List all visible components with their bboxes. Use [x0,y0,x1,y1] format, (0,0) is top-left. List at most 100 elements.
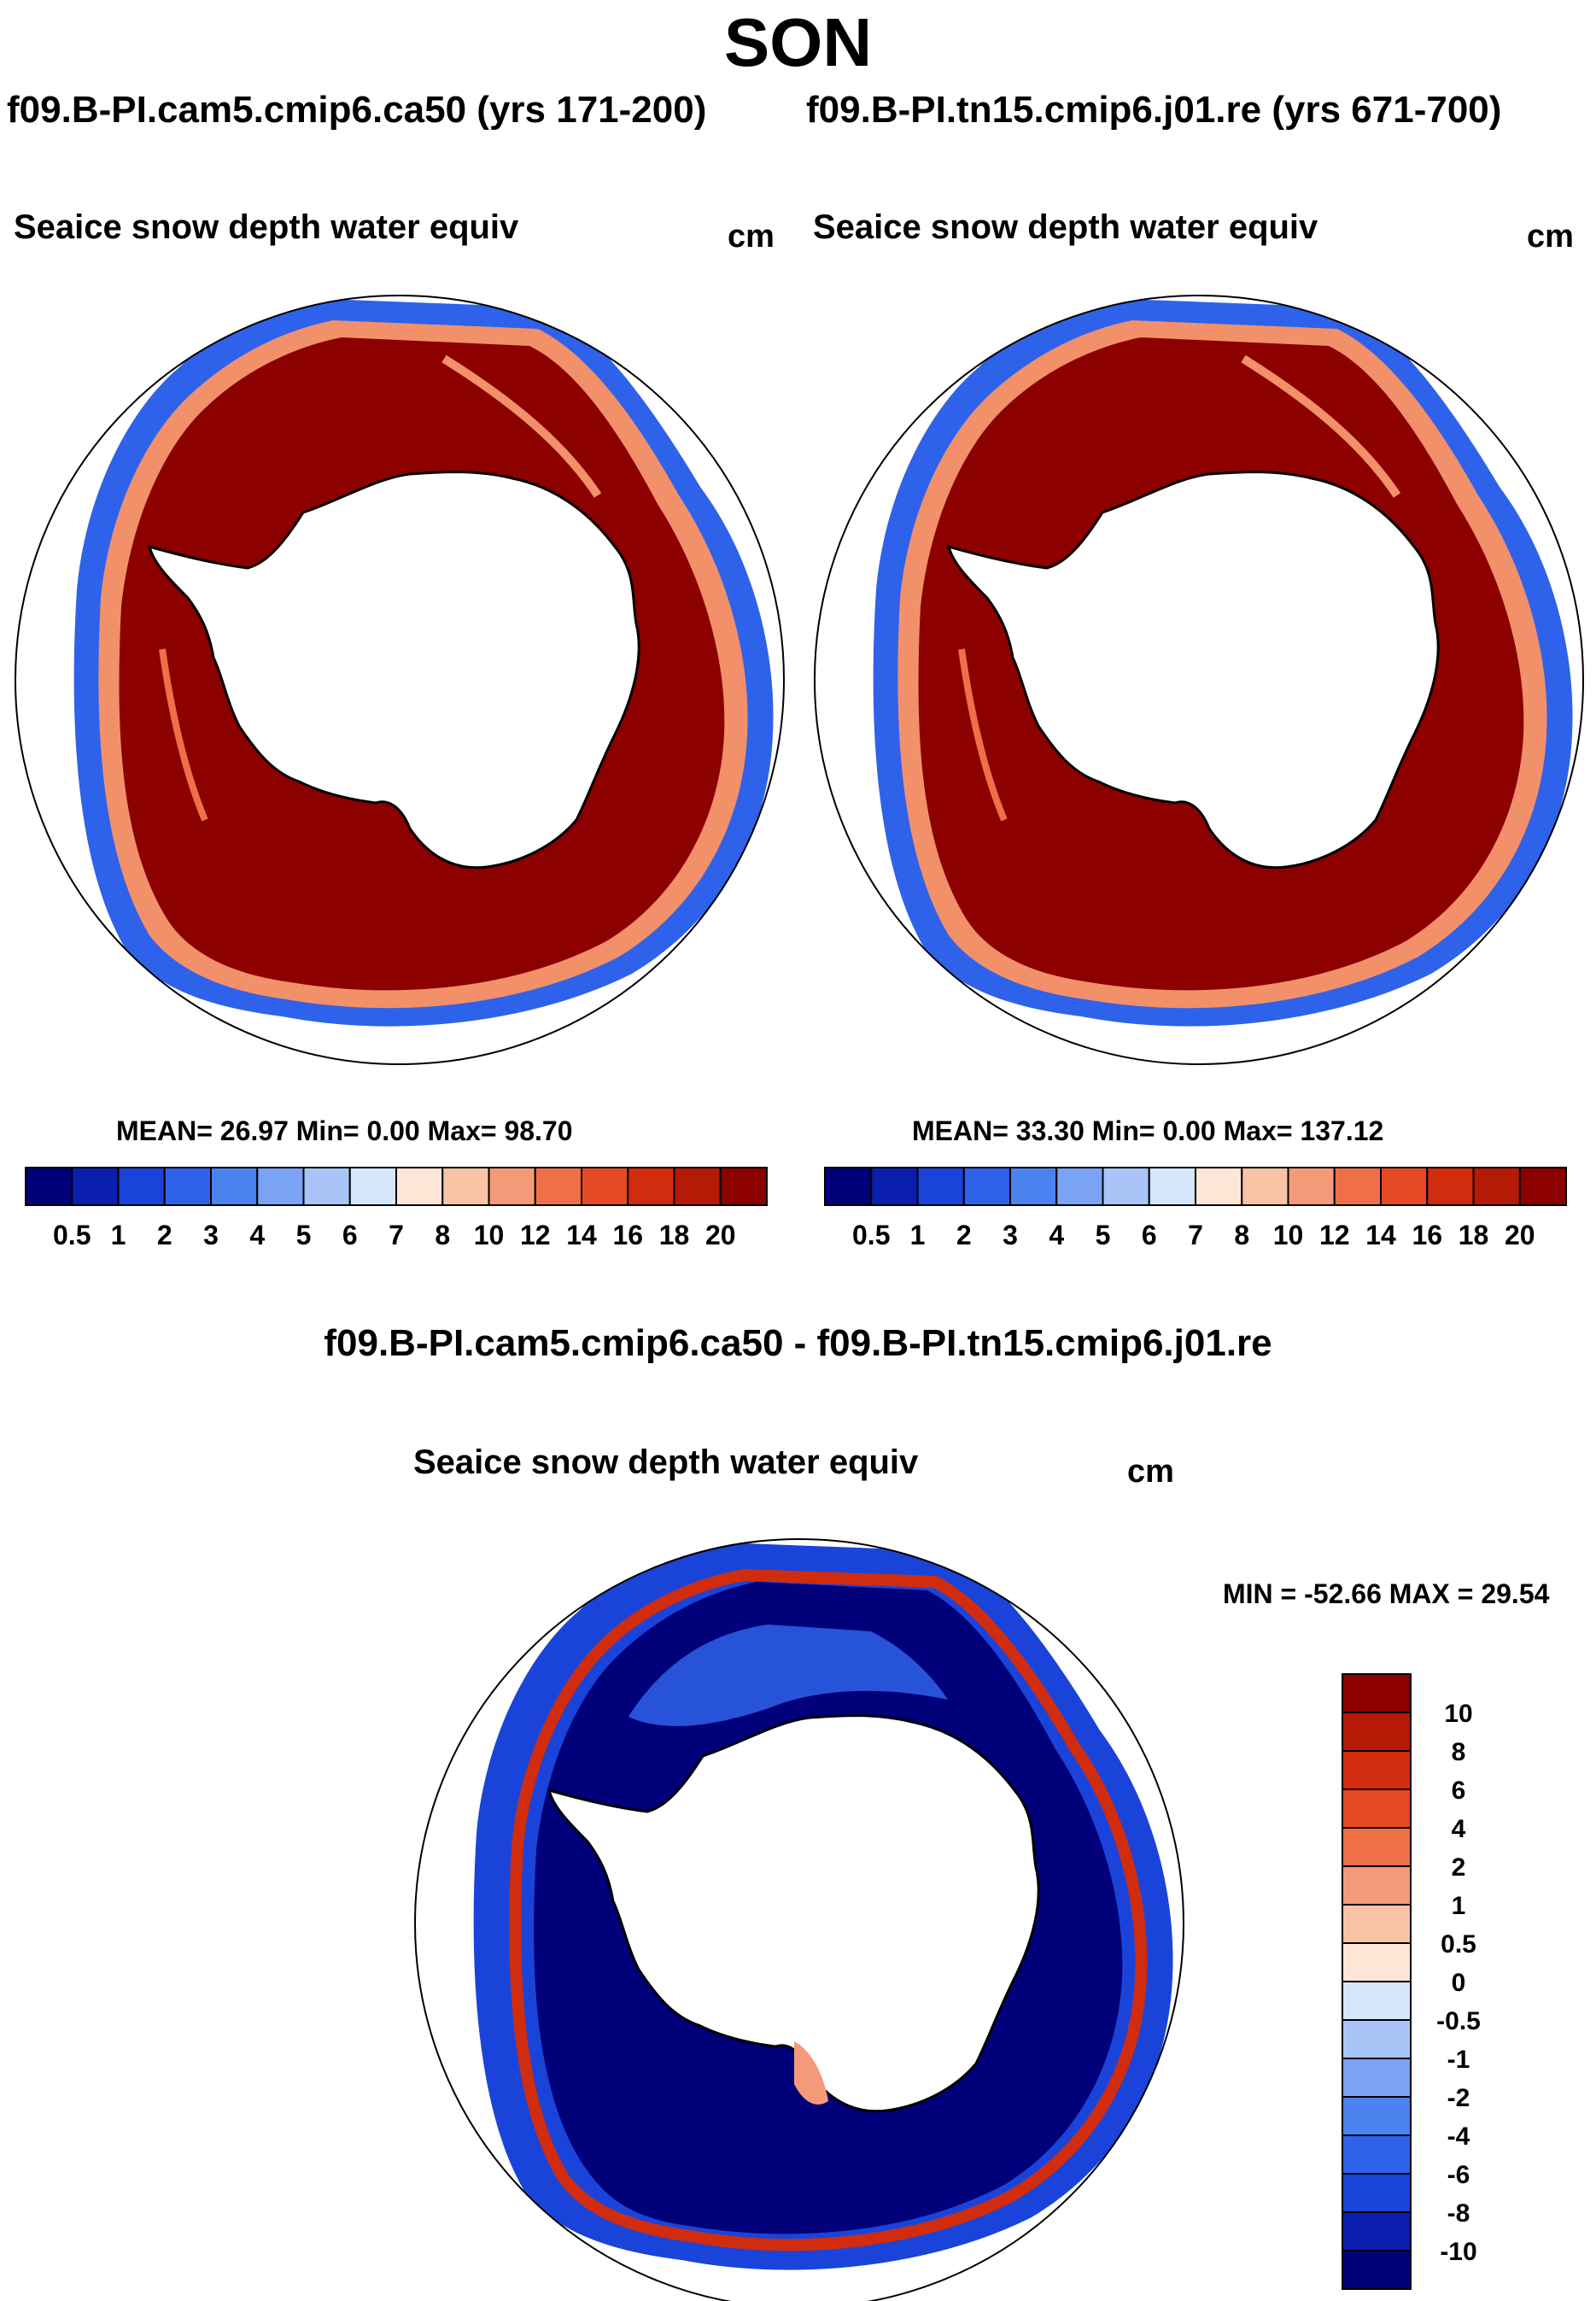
case2-colorbar-swatch [1287,1167,1336,1206]
case2-colorbar-tick-label: 3 [1003,1220,1018,1250]
case1-colorbar-tick-label: 14 [566,1220,597,1250]
case1-colorbar-tick-label: 12 [520,1220,551,1250]
case1-colorbar-tick-label: 1 [111,1220,126,1250]
difference-colorbar-tick-label: 8 [1452,1738,1466,1766]
case1-map-border [15,295,785,1065]
difference-colorbar-tick-label: 1 [1452,1892,1466,1920]
difference-colorbar-tick-label: 6 [1452,1777,1466,1805]
difference-colorbar-swatch [1342,1712,1412,1752]
case2-colorbar-tick-label: 8 [1234,1220,1249,1250]
case2-colorbar-tick-label: 10 [1273,1220,1304,1250]
case2-colorbar-tick-label: 14 [1365,1220,1396,1250]
case2-colorbar-swatch [1518,1167,1567,1206]
case2-colorbar-swatch [1333,1167,1382,1206]
difference-peninsula-patch [794,2041,828,2105]
case1-stats: MEAN= 26.97 Min= 0.00 Max= 98.70 [116,1115,573,1146]
difference-colorbar-swatch [1342,1904,1412,1944]
case2-colorbar-tick-label: 2 [956,1220,972,1250]
case2-colorbar-tick-label: 5 [1096,1220,1111,1250]
difference-ice-red-ring [509,1568,1148,2251]
case2-colorbar-swatch [1055,1167,1104,1206]
case2-colorbar: 0.5 1 2 3 4 5 6 7 8 10 12 14 16 18 20 [824,1167,1567,1250]
difference-colorbar-swatch [1342,2058,1412,2098]
case1-units: cm [728,219,775,255]
case2-colorbar-tick-label: 4 [1049,1220,1064,1250]
case2-colorbar-swatch [1241,1167,1289,1206]
case1-field-name: Seaice snow depth water equiv [14,208,519,246]
difference-colorbar-tick-label: -6 [1447,2161,1470,2189]
case2-units: cm [1527,219,1574,255]
case1-colorbar-swatch [581,1167,629,1206]
case1-colorbar-swatch [395,1167,444,1206]
difference-colorbar-tick-label: 0 [1452,1969,1466,1997]
case2-colorbar-swatch [1195,1167,1243,1206]
difference-colorbar-swatch [1342,1827,1412,1867]
difference-map [415,1539,1184,2301]
difference-colorbar-swatch [1342,1942,1412,1982]
case1-colorbar: 0.5 1 2 3 4 5 6 7 8 10 12 14 16 18 20 [25,1167,768,1250]
case1-colorbar-tick-label: 2 [157,1220,172,1250]
difference-colorbar-tick-label: -8 [1447,2199,1470,2228]
difference-colorbar-swatch [1342,2211,1412,2251]
case2-colorbar-swatch [1426,1167,1475,1206]
case1-colorbar-tick-label: 3 [203,1220,219,1250]
difference-colorbar-tick-label: -2 [1447,2084,1470,2112]
difference-title: f09.B-PI.cam5.cmip6.ca50 - f09.B-PI.tn15… [324,1322,1272,1364]
case1-colorbar-tick-label: 4 [249,1220,265,1250]
case2-colorbar-tick-label: 18 [1459,1220,1489,1250]
case1-colorbar-swatch [71,1167,120,1206]
difference-colorbar-tick-label: -0.5 [1436,2007,1481,2035]
case2-colorbar-swatch [1380,1167,1429,1206]
case2-stats: MEAN= 33.30 Min= 0.00 Max= 137.12 [912,1115,1384,1146]
case2-colorbar-swatch [1148,1167,1196,1206]
difference-colorbar-swatch [1342,2096,1412,2136]
difference-colorbar-swatch [1342,1673,1412,1713]
difference-colorbar-swatch [1342,2019,1412,2059]
case1-map [15,296,784,1064]
case1-colorbar-swatch [163,1167,212,1206]
case1-colorbar-swatch [534,1167,582,1206]
case2-map-border [814,295,1584,1065]
case1-colorbar-swatch [210,1167,259,1206]
difference-colorbar-tick-label: 4 [1452,1815,1466,1843]
case2-colorbar-tick-label: 20 [1505,1220,1535,1250]
case2-colorbar-swatch [962,1167,1011,1206]
difference-colorbar-tick-label: -4 [1447,2122,1470,2151]
case1-colorbar-tick-label: 20 [705,1220,736,1250]
difference-colorbar-tick-label: -10 [1440,2238,1476,2266]
difference-colorbar-tick-label: 2 [1452,1853,1466,1882]
case2-colorbar-swatch [1472,1167,1521,1206]
case1-colorbar-swatch [673,1167,722,1206]
case1-colorbar-tick-label: 18 [659,1220,690,1250]
case1-colorbar-tick-label: 10 [474,1220,505,1250]
case2-colorbar-swatch [1102,1167,1150,1206]
case2-map [815,296,1583,1064]
case1-colorbar-swatch [25,1167,73,1206]
difference-colorbar-tick-label: -1 [1447,2046,1470,2074]
difference-colorbar-swatch [1342,2134,1412,2175]
case2-ice-streak-1 [1241,354,1401,498]
case2-colorbar-tick-label: 7 [1188,1220,1203,1250]
case1-colorbar-tick-label: 7 [389,1220,404,1250]
figure-title: SON [723,4,873,80]
difference-colorbar-tick-label: 0.5 [1441,1930,1476,1958]
case1-title: f09.B-PI.cam5.cmip6.ca50 (yrs 171-200) [7,89,707,131]
case2-colorbar-swatch [870,1167,919,1206]
difference-ice-mid-blue [628,1625,948,1726]
difference-colorbar-swatch [1342,2250,1412,2290]
difference-stats: MIN = -52.66 MAX = 29.54 [1223,1578,1550,1609]
difference-colorbar: 10 8 6 4 2 1 0.5 0 -0.5 -1 -2 -4 -6 -8 -10 [1342,1673,1481,2290]
case2-colorbar-swatch [824,1167,873,1206]
difference-colorbar-swatch [1342,1789,1412,1829]
case1-ice-streak-1 [441,354,602,498]
case1-colorbar-tick-label: 6 [342,1220,358,1250]
case1-antarctica [147,471,640,869]
case2-ice-streak-2 [958,648,1008,822]
case2-title: f09.B-PI.tn15.cmip6.j01.re (yrs 671-700) [806,89,1502,131]
difference-map-border [414,1538,1184,2301]
difference-colorbar-swatch [1342,1750,1412,1790]
case2-colorbar-tick-label: 0.5 [852,1220,890,1250]
difference-colorbar-swatch [1342,1981,1412,2021]
case1-colorbar-swatch [117,1167,166,1206]
case1-colorbar-swatch [256,1167,305,1206]
